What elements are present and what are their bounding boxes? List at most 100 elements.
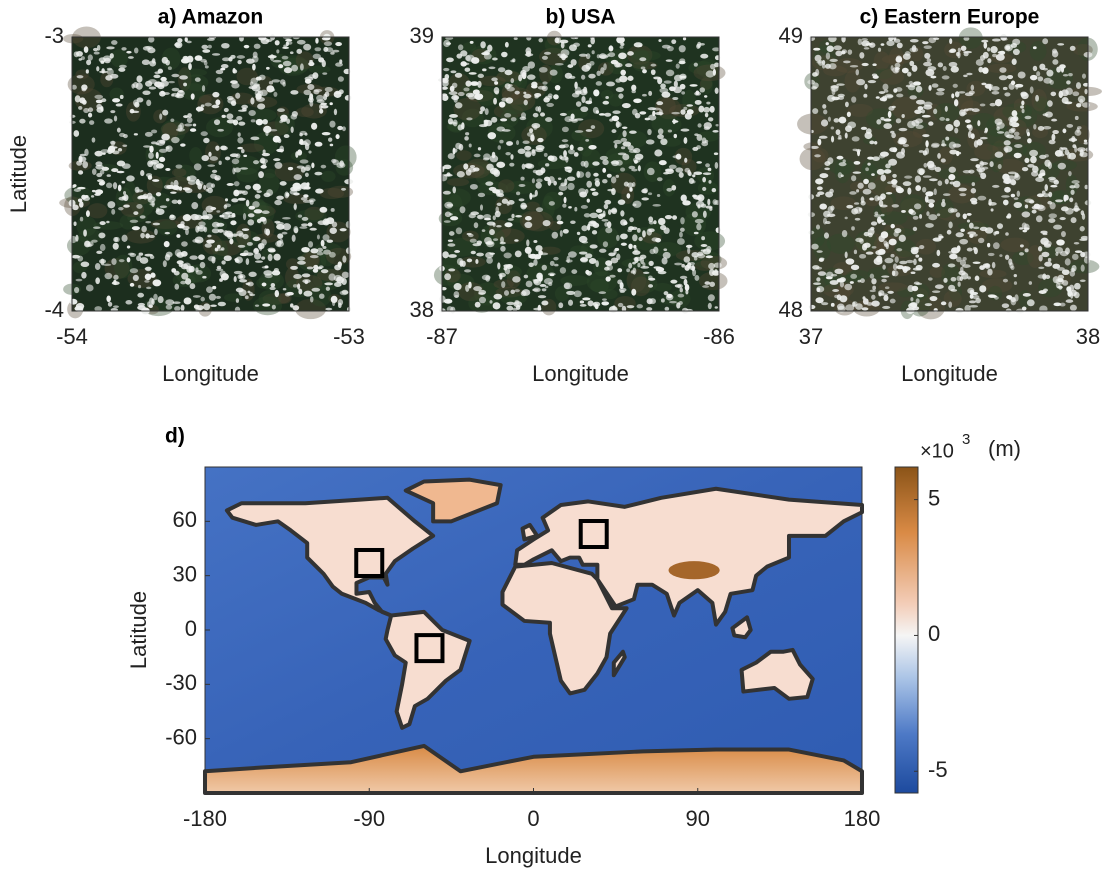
cloud bbox=[297, 256, 305, 260]
cloud bbox=[878, 290, 884, 296]
cloud bbox=[339, 59, 342, 63]
ground-patch bbox=[860, 163, 878, 183]
cloud bbox=[99, 259, 106, 264]
cloud bbox=[256, 97, 265, 102]
cloud bbox=[1081, 265, 1085, 272]
cloud bbox=[316, 267, 322, 270]
cloud bbox=[710, 64, 716, 70]
cloud bbox=[183, 263, 191, 270]
cloud bbox=[890, 131, 894, 134]
cloud bbox=[197, 181, 204, 186]
cloud bbox=[474, 222, 479, 228]
cloud bbox=[1024, 116, 1031, 120]
cloud bbox=[1067, 124, 1074, 128]
cloud bbox=[622, 154, 629, 161]
cloud bbox=[616, 87, 624, 92]
cloud bbox=[284, 67, 292, 73]
cloud bbox=[580, 106, 588, 112]
cloud bbox=[457, 258, 463, 265]
cloud bbox=[293, 226, 298, 233]
cloud bbox=[248, 110, 255, 116]
cloud bbox=[1011, 128, 1016, 133]
cloud bbox=[697, 194, 704, 201]
cloud bbox=[118, 148, 122, 152]
cloud bbox=[156, 163, 164, 168]
cloud bbox=[1033, 66, 1037, 71]
cloud bbox=[1017, 191, 1020, 197]
cloud bbox=[257, 219, 262, 223]
cloud bbox=[206, 239, 215, 243]
cloud bbox=[237, 55, 245, 59]
cloud bbox=[78, 170, 83, 174]
cloud bbox=[823, 110, 827, 115]
cloud bbox=[892, 204, 899, 208]
cloud bbox=[227, 119, 236, 123]
cloud bbox=[149, 146, 154, 153]
cloud bbox=[345, 95, 352, 101]
cloud bbox=[526, 281, 533, 288]
cloud bbox=[216, 296, 221, 299]
cloud bbox=[317, 248, 323, 252]
cloud bbox=[895, 63, 901, 68]
cloud bbox=[1044, 241, 1052, 247]
cloud bbox=[542, 81, 547, 84]
cloud bbox=[826, 42, 829, 45]
cloud bbox=[943, 278, 947, 283]
cloud bbox=[465, 132, 469, 135]
cloud bbox=[852, 301, 858, 307]
cloud bbox=[237, 147, 243, 149]
cloud bbox=[1006, 215, 1010, 218]
cloud bbox=[480, 41, 486, 48]
cloud bbox=[618, 93, 623, 98]
cloud bbox=[248, 272, 256, 277]
cloud bbox=[1070, 305, 1077, 311]
cloud bbox=[684, 158, 687, 163]
cloud bbox=[237, 274, 245, 280]
cloud bbox=[106, 183, 112, 189]
ground-patch bbox=[189, 147, 202, 164]
cloud bbox=[121, 47, 126, 51]
cloud bbox=[159, 113, 162, 119]
cloud bbox=[863, 189, 872, 195]
cloud bbox=[815, 69, 819, 76]
cloud bbox=[977, 139, 983, 146]
cloud bbox=[637, 228, 641, 233]
cloud bbox=[581, 75, 585, 80]
cloud bbox=[969, 300, 976, 303]
cloud bbox=[821, 119, 828, 126]
cloud bbox=[1045, 112, 1053, 118]
cloud bbox=[307, 266, 314, 269]
cloud bbox=[981, 40, 988, 43]
cloud bbox=[578, 188, 586, 195]
cloud bbox=[258, 171, 264, 178]
cloud bbox=[539, 67, 548, 73]
cloud bbox=[212, 53, 220, 56]
cloud bbox=[628, 263, 632, 269]
cloud bbox=[1032, 210, 1037, 214]
cloud bbox=[1070, 270, 1075, 276]
cloud bbox=[107, 201, 115, 208]
cloud bbox=[882, 265, 886, 270]
cloud bbox=[305, 79, 312, 84]
cloud bbox=[697, 204, 700, 208]
cloud bbox=[822, 60, 825, 65]
cloud bbox=[533, 113, 539, 118]
cloud bbox=[256, 190, 261, 193]
cloud bbox=[598, 214, 604, 219]
cloud bbox=[1026, 129, 1029, 135]
cloud bbox=[266, 229, 270, 236]
cloud bbox=[1024, 227, 1030, 229]
cloud bbox=[933, 109, 937, 115]
cloud bbox=[929, 191, 933, 193]
cloud bbox=[570, 220, 576, 223]
cloud bbox=[280, 181, 287, 186]
cloud bbox=[841, 174, 844, 177]
cloud bbox=[473, 167, 480, 171]
cloud bbox=[232, 167, 235, 174]
cloud bbox=[545, 117, 552, 122]
cloud bbox=[609, 45, 614, 51]
cloud bbox=[647, 129, 651, 135]
cloud bbox=[305, 143, 309, 150]
cloud bbox=[686, 104, 693, 107]
cloud bbox=[297, 261, 306, 265]
